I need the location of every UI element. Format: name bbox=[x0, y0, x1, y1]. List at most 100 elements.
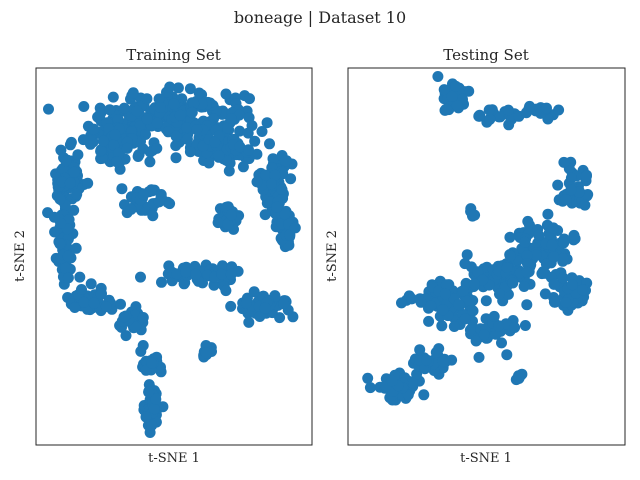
scatter-point bbox=[558, 237, 570, 249]
scatter-point bbox=[184, 83, 196, 95]
scatter-point bbox=[151, 142, 163, 154]
scatter-point bbox=[217, 260, 228, 272]
scatter-point bbox=[267, 153, 279, 165]
scatter-point bbox=[200, 347, 212, 359]
scatter-point bbox=[552, 179, 564, 191]
scatter-point bbox=[132, 151, 144, 162]
scatter-point bbox=[156, 276, 167, 288]
scatter-point bbox=[150, 393, 162, 405]
scatter-point bbox=[501, 262, 513, 273]
scatter-point bbox=[88, 297, 100, 309]
scatter-point bbox=[225, 209, 237, 221]
scatter-point bbox=[502, 104, 514, 116]
scatter-point bbox=[203, 157, 215, 169]
scatter-point bbox=[115, 298, 126, 310]
scatter-point bbox=[259, 169, 271, 181]
scatter-point bbox=[436, 320, 448, 332]
scatter-point bbox=[171, 268, 183, 280]
scatter-point bbox=[225, 300, 237, 312]
scatter-point bbox=[437, 355, 449, 367]
scatter-point bbox=[170, 130, 182, 142]
scatter-point bbox=[220, 285, 232, 297]
scatter-point bbox=[524, 100, 536, 112]
scatter-point bbox=[141, 93, 153, 105]
scatter-point bbox=[432, 71, 444, 82]
scatter-point bbox=[146, 357, 158, 369]
scatter-point bbox=[168, 98, 180, 110]
scatter-point bbox=[453, 299, 465, 310]
scatter-point bbox=[184, 146, 196, 158]
scatter-point bbox=[62, 272, 74, 284]
scatter-point bbox=[222, 218, 234, 230]
scatter-point bbox=[478, 329, 490, 341]
scatter-point bbox=[493, 320, 505, 332]
scatter-point bbox=[264, 138, 275, 150]
scatter-point bbox=[181, 122, 193, 134]
scatter-point bbox=[539, 267, 551, 279]
scatter-point bbox=[146, 419, 158, 431]
scatter-point bbox=[180, 266, 192, 278]
scatter-point bbox=[70, 242, 82, 254]
scatter-point bbox=[120, 330, 132, 342]
scatter-point bbox=[496, 337, 507, 349]
scatter-point bbox=[364, 382, 376, 394]
scatter-point bbox=[63, 214, 75, 226]
scatter-point bbox=[216, 268, 228, 280]
scatter-point bbox=[513, 373, 525, 384]
training-set-xlabel: t-SNE 1 bbox=[148, 451, 200, 466]
scatter-point bbox=[271, 201, 283, 213]
scatter-point bbox=[509, 322, 521, 333]
scatter-point bbox=[113, 147, 125, 159]
scatter-point bbox=[153, 93, 165, 105]
scatter-point bbox=[95, 144, 107, 156]
scatter-point bbox=[144, 156, 156, 168]
scatter-point bbox=[285, 173, 297, 185]
scatter-point bbox=[223, 165, 235, 177]
testing-set-points bbox=[362, 71, 594, 406]
scatter-point bbox=[494, 111, 506, 123]
scatter-point bbox=[580, 170, 592, 182]
scatter-point bbox=[43, 103, 54, 115]
scatter-point bbox=[256, 126, 268, 137]
scatter-point bbox=[49, 226, 61, 238]
scatter-point bbox=[54, 238, 66, 250]
scatter-point bbox=[220, 88, 232, 100]
scatter-point bbox=[565, 184, 577, 196]
scatter-point bbox=[548, 296, 560, 308]
scatter-point bbox=[188, 98, 200, 110]
scatter-point bbox=[178, 278, 190, 290]
scatter-point bbox=[141, 113, 153, 125]
scatter-point bbox=[78, 296, 90, 308]
scatter-point bbox=[473, 110, 485, 122]
scatter-point bbox=[237, 161, 249, 173]
scatter-point bbox=[269, 169, 281, 181]
scatter-point bbox=[439, 288, 451, 300]
scatter-point bbox=[246, 120, 258, 132]
scatter-point bbox=[521, 299, 533, 311]
scatter-point bbox=[560, 297, 572, 308]
scatter-point bbox=[430, 346, 442, 358]
training-set-title: Training Set bbox=[126, 46, 221, 64]
scatter-point bbox=[186, 107, 198, 119]
scatter-point bbox=[451, 100, 463, 111]
scatter-point bbox=[107, 91, 119, 103]
scatter-point bbox=[77, 134, 89, 146]
scatter-point bbox=[208, 279, 220, 291]
scatter-point bbox=[276, 184, 288, 195]
scatter-point bbox=[121, 142, 133, 154]
scatter-point bbox=[95, 288, 107, 300]
scatter-point bbox=[406, 293, 418, 305]
scatter-point bbox=[154, 102, 166, 113]
scatter-point bbox=[265, 178, 277, 190]
scatter-point bbox=[521, 250, 533, 262]
scatter-point bbox=[191, 124, 203, 136]
scatter-point bbox=[249, 135, 261, 147]
scatter-point bbox=[553, 104, 565, 116]
scatter-point bbox=[251, 176, 263, 188]
scatter-point bbox=[468, 278, 480, 290]
scatter-point bbox=[547, 222, 559, 234]
scatter-point bbox=[490, 328, 502, 340]
scatter-point bbox=[243, 144, 254, 156]
scatter-point bbox=[54, 193, 66, 205]
scatter-point bbox=[68, 166, 80, 178]
